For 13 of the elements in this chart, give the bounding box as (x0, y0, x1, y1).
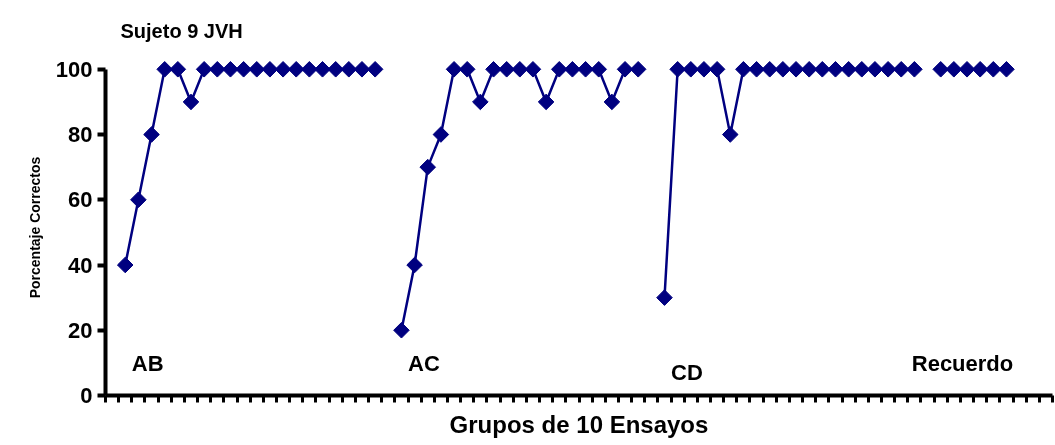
y-axis-title: Porcentaje Correctos (26, 156, 43, 299)
y-tick-label: 20 (68, 317, 93, 343)
y-tick-label: 80 (68, 122, 93, 148)
y-tick-label: 100 (55, 56, 93, 82)
x-axis-title: Grupos de 10 Ensayos (449, 410, 709, 438)
annotation: Recuerdo (911, 350, 1014, 376)
y-tick-label: 60 (68, 187, 93, 213)
y-tick-label: 0 (80, 383, 93, 408)
annotation: CD (671, 359, 703, 385)
annotation: AC (408, 350, 440, 376)
chart-title: Sujeto 9 JVH (120, 20, 243, 42)
y-tick-label: 40 (68, 252, 93, 278)
annotation: AB (131, 350, 164, 376)
